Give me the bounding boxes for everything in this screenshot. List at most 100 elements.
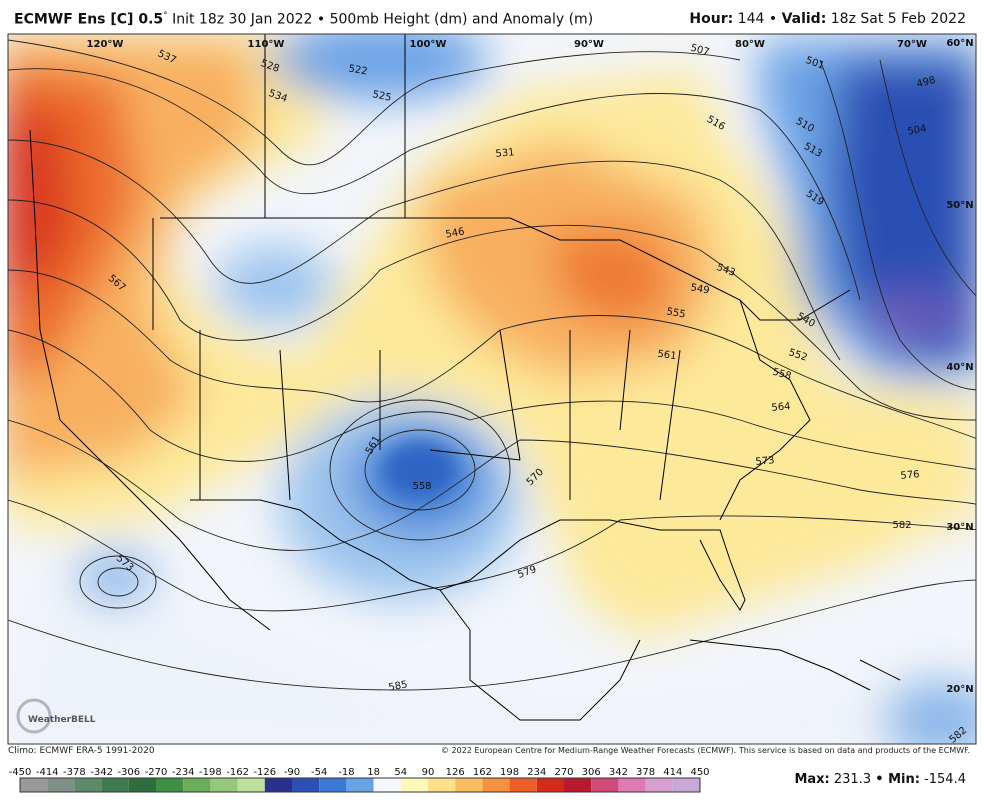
longitude-label: 80°W <box>735 39 765 50</box>
max-min: Max: 231.3 • Min: -154.4 <box>794 772 966 787</box>
colorbar-tick-label: -90 <box>284 767 300 778</box>
colorbar-swatch <box>292 778 320 792</box>
colorbar-swatch <box>346 778 374 792</box>
contour-label: 498 <box>915 75 936 91</box>
colorbar-swatch <box>618 778 646 792</box>
colorbar-tick-label: 306 <box>582 767 601 778</box>
colorbar-swatch <box>156 778 184 792</box>
colorbar-tick-label: -342 <box>90 767 113 778</box>
longitude-label: 100°W <box>410 39 447 50</box>
colorbar-tick-label: -378 <box>63 767 86 778</box>
contour-label: 564 <box>771 401 791 414</box>
colorbar-swatch <box>645 778 673 792</box>
logo-text: WeatherBELL <box>28 715 96 725</box>
valid: 18z Sat 5 Feb 2022 <box>830 11 966 27</box>
climo: Climo: ECMWF ERA-5 1991-2020 <box>8 746 155 756</box>
height-contours <box>8 39 976 691</box>
map-frame <box>7 33 977 745</box>
colorbar-swatch <box>319 778 347 792</box>
colorbar-swatch <box>428 778 456 792</box>
colorbar-swatch <box>373 778 401 792</box>
colorbar-swatch <box>482 778 510 792</box>
colorbar-tick-label: -198 <box>199 767 222 778</box>
colorbar-tick-label: -306 <box>117 767 140 778</box>
anomaly-field <box>8 34 976 744</box>
contour-label: 576 <box>900 469 920 482</box>
colorbar-swatch <box>264 778 292 792</box>
colorbar-swatch <box>509 778 537 792</box>
colorbar-swatch <box>210 778 238 792</box>
colorbar-tick-label: 450 <box>690 767 709 778</box>
contour-label: 507 <box>689 43 710 59</box>
colorbar-swatch <box>455 778 483 792</box>
colorbar-tick-label: 234 <box>527 767 546 778</box>
contour-label: 555 <box>666 306 687 320</box>
copyright: © 2022 European Centre for Medium-Range … <box>441 746 970 755</box>
max-label: Max: <box>794 772 830 787</box>
title: ECMWF Ens [C] 0.5° Init 18z 30 Jan 2022 … <box>14 11 593 28</box>
latitude-label: 50°N <box>946 200 973 211</box>
min-label: • Min: <box>875 772 920 787</box>
colorbar-tick-label: 414 <box>663 767 682 778</box>
max: 231.3 <box>833 772 872 787</box>
colorbar-swatch <box>536 778 564 792</box>
colorbar-tick-label: 90 <box>422 767 435 778</box>
colorbar-tick-label: 198 <box>500 767 519 778</box>
contour-label: 573 <box>755 455 775 468</box>
colorbar-tick-label: 126 <box>446 767 465 778</box>
contour-label: 522 <box>348 63 369 77</box>
colorbar-tick-label: 162 <box>473 767 492 778</box>
contour-label: 504 <box>907 123 928 137</box>
latitude-label: 20°N <box>946 684 973 695</box>
colorbar-tick-label: -162 <box>226 767 249 778</box>
colorbar-tick-label: -270 <box>145 767 168 778</box>
contour-label: 546 <box>445 226 466 240</box>
colorbar-tick-label: 342 <box>609 767 628 778</box>
colorbar-tick-label: 54 <box>394 767 407 778</box>
colorbar-tick-label: -126 <box>253 767 276 778</box>
colorbar-tick-label: -414 <box>36 767 59 778</box>
colorbar-swatch <box>564 778 592 792</box>
colorbar-swatch <box>672 778 700 792</box>
colorbar-swatch <box>20 778 48 792</box>
init: Init 18z 30 Jan 2022 • 500mb Height (dm)… <box>172 11 594 28</box>
longitude-label: 90°W <box>574 39 604 50</box>
colorbar-swatch <box>128 778 156 792</box>
colorbar-tick-label: 378 <box>636 767 655 778</box>
latitude-label: 30°N <box>946 522 973 533</box>
min: -154.4 <box>924 772 966 787</box>
contour-label: 582 <box>892 520 911 531</box>
longitude-label: 110°W <box>248 39 285 50</box>
longitude-label: 120°W <box>87 39 124 50</box>
colorbar-swatch <box>237 778 265 792</box>
logo: WeatherBELL <box>16 698 96 734</box>
contour-label: 558 <box>771 367 792 383</box>
colorbar-swatch <box>47 778 75 792</box>
colorbar: -450 -414 -378 -342 -306 -270 -234 -198 -162 -126… <box>9 767 710 793</box>
colorbar-tick-label: 18 <box>367 767 380 778</box>
colorbar-swatch <box>74 778 102 792</box>
contour-label: 525 <box>371 89 392 104</box>
colorbar-tick-label: -54 <box>311 767 327 778</box>
colorbar-tick-label: -450 <box>9 767 32 778</box>
latitude-label: 60°N <box>946 38 973 49</box>
hour-label: Hour: <box>689 11 734 27</box>
colorbar-swatch <box>591 778 619 792</box>
valid-time: Hour: 144 • Valid: 18z Sat 5 Feb 2022 <box>689 11 966 27</box>
longitude-label: 70°W <box>897 39 927 50</box>
contour-label: 531 <box>495 147 515 160</box>
colorbar-tick-label: -234 <box>172 767 195 778</box>
colorbar-swatch <box>183 778 211 792</box>
colorbar-swatch <box>400 778 428 792</box>
colorbar-tick-label: 270 <box>554 767 573 778</box>
model: ECMWF Ens [C] 0.5 <box>14 11 164 28</box>
colorbar-swatch <box>101 778 129 792</box>
valid-label: Valid: <box>781 11 827 27</box>
colorbar-tick-label: -18 <box>338 767 354 778</box>
contour-label: 561 <box>657 349 677 363</box>
contour-label: 585 <box>388 679 409 693</box>
latitude-label: 40°N <box>946 362 973 373</box>
contour-label: 558 <box>412 481 431 492</box>
